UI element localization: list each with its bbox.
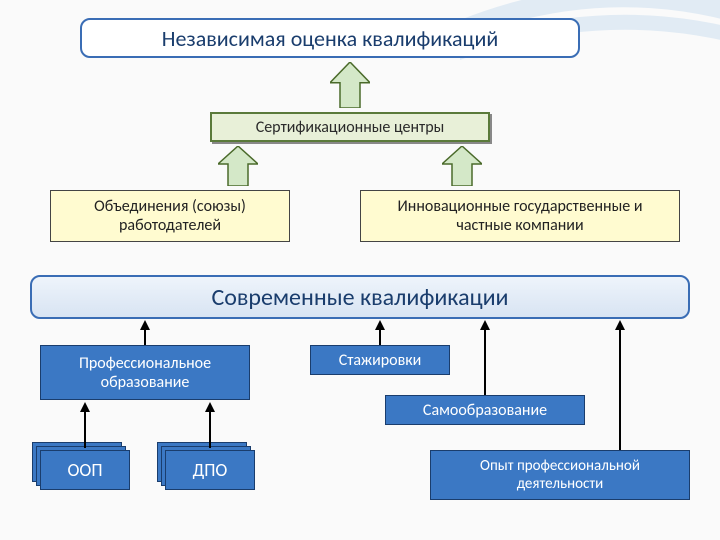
arrow-left-to-cert	[218, 146, 258, 186]
dpo-text: ДПО	[193, 459, 228, 481]
title-text: Независимая оценка квалификаций	[162, 25, 499, 52]
title-box: Независимая оценка квалификаций	[80, 18, 580, 58]
profed-text: Профессиональное образование	[49, 354, 241, 392]
arrow-samo-to-band	[477, 320, 493, 395]
arrow-staj-to-band	[372, 320, 388, 345]
innovative-companies-box: Инновационные государственные и частные …	[360, 190, 680, 242]
arrow-right-to-cert	[442, 146, 482, 186]
professional-education-box: Профессиональное образование	[40, 345, 250, 400]
employer-unions-box: Объединения (союзы) работодателей	[50, 190, 290, 242]
arrow-dpo-to-profed	[202, 402, 218, 448]
band-text: Современные квалификации	[211, 283, 508, 312]
cert-text: Сертификационные центры	[256, 118, 445, 137]
samo-text: Самообразование	[423, 401, 547, 420]
arrow-opyt-to-band	[612, 320, 628, 450]
arrow-cert-to-title	[330, 62, 370, 108]
internships-box: Стажировки	[310, 345, 450, 375]
dpo-card: ДПО	[165, 450, 255, 490]
oop-text: ООП	[67, 459, 102, 481]
oop-card: ООП	[40, 450, 130, 490]
staj-text: Стажировки	[339, 351, 422, 370]
modern-qualifications-band: Современные квалификации	[30, 275, 690, 319]
opyt-text: Опыт профессиональной деятельности	[439, 457, 681, 493]
professional-experience-box: Опыт профессиональной деятельности	[430, 450, 690, 500]
arrow-oop-to-profed	[77, 402, 93, 448]
certification-centers-box: Сертификационные центры	[210, 112, 490, 142]
yellow-right-text: Инновационные государственные и частные …	[369, 197, 671, 235]
yellow-left-text: Объединения (союзы) работодателей	[59, 197, 281, 235]
arrow-profed-to-band	[137, 320, 153, 345]
self-education-box: Самообразование	[385, 395, 585, 425]
